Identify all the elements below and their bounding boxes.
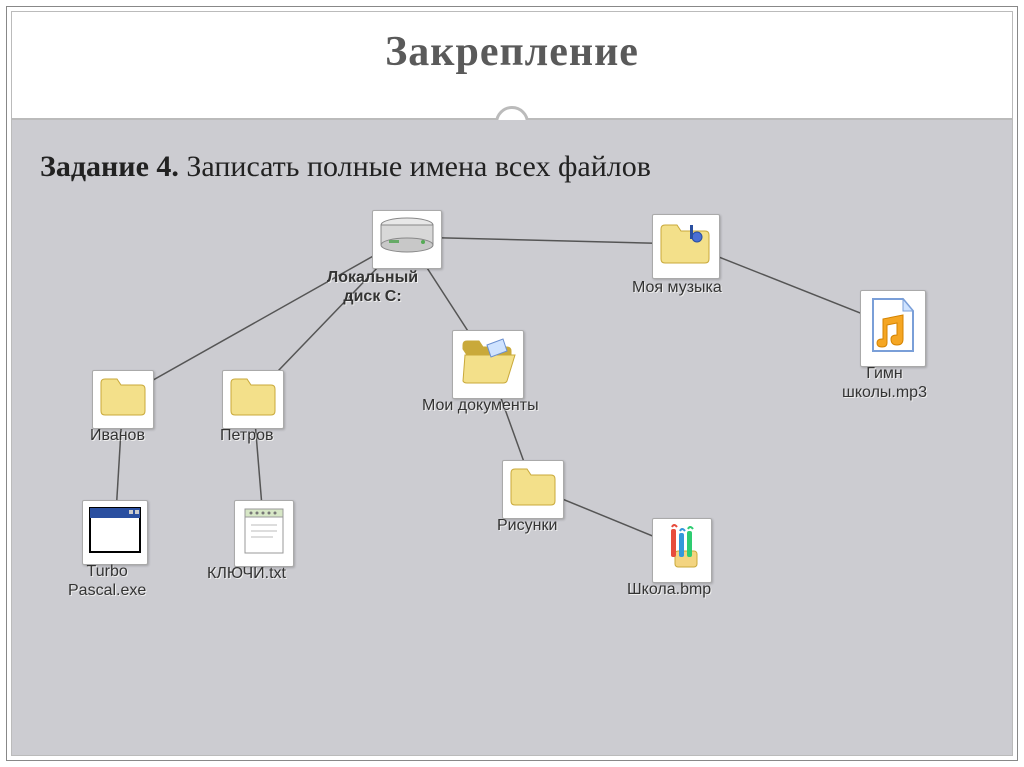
mp3-icon [860, 290, 926, 367]
edge-disk-music [407, 237, 686, 244]
folder-music-icon [652, 214, 720, 279]
bmp-icon [652, 518, 712, 583]
node-disk [372, 210, 442, 269]
label-pics: Рисунки [497, 512, 557, 535]
node-hymn [860, 290, 926, 367]
label-keys: КЛЮЧИ.txt [207, 560, 286, 583]
node-pics [502, 460, 564, 519]
task-label: Задание 4. [40, 150, 179, 183]
node-music [652, 214, 720, 279]
task-text: Задание 4. Записать полные имена всех фа… [40, 150, 651, 184]
label-disk: Локальныйдиск C: [327, 264, 418, 306]
label-hymn: Гимншколы.mp3 [842, 360, 927, 402]
file-tree-diagram: Локальныйдиск C: Моя музыка Гимншколы.mp3 М… [12, 200, 1012, 755]
node-docs [452, 330, 524, 399]
folder-icon [502, 460, 564, 519]
label-petrov: Петров [220, 422, 274, 445]
txt-icon [234, 500, 294, 567]
drive-icon [372, 210, 442, 269]
label-school: Школа.bmp [627, 576, 711, 599]
node-ivanov [92, 370, 154, 429]
label-music: Моя музыка [632, 274, 722, 297]
label-ivanov: Иванов [90, 422, 145, 445]
slide-title: Закрепление [0, 28, 1024, 76]
node-keys [234, 500, 294, 567]
folder-icon [222, 370, 284, 429]
label-docs: Мои документы [422, 392, 539, 415]
folder-open-icon [452, 330, 524, 399]
folder-icon [92, 370, 154, 429]
node-turbo [82, 500, 148, 565]
node-school [652, 518, 712, 583]
slide: Закрепление Задание 4. Записать полные и… [0, 0, 1024, 767]
label-turbo: TurboPascal.exe [68, 558, 146, 600]
task-body: Записать полные имена всех файлов [179, 150, 651, 183]
window-icon [82, 500, 148, 565]
node-petrov [222, 370, 284, 429]
